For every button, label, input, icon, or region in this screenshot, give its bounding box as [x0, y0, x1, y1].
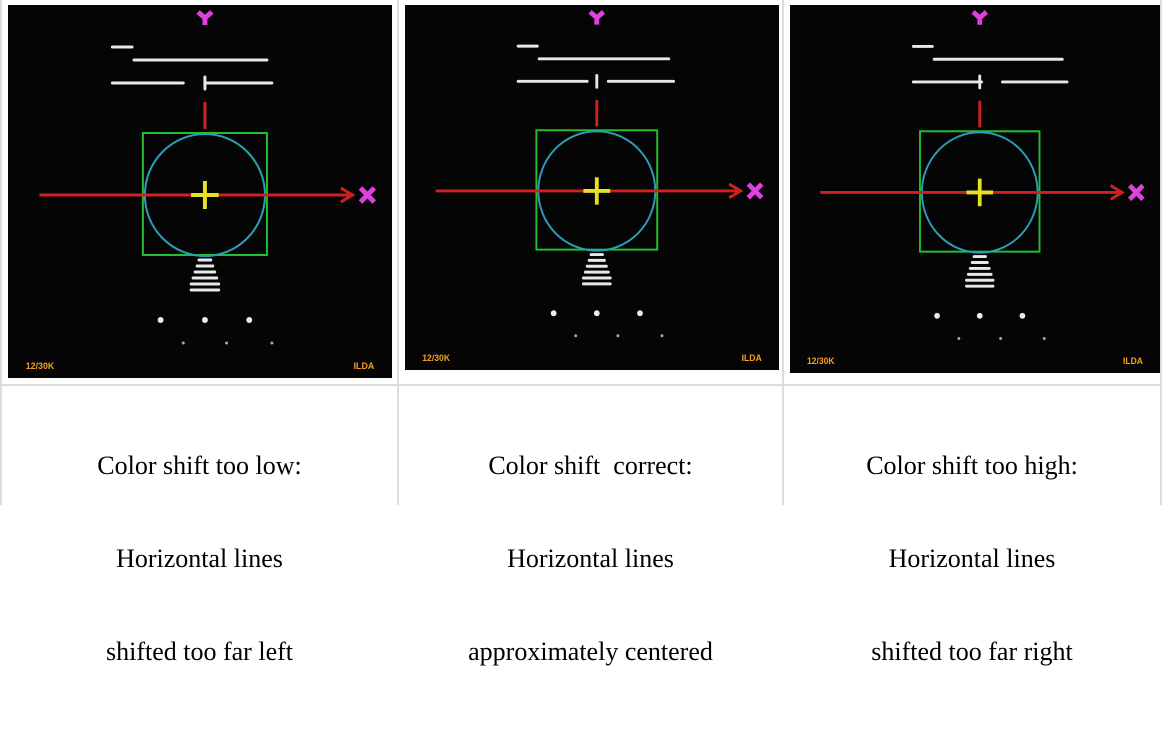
table-cell: 12/30K ILDA Color shift too low: Horizon…	[0, 0, 397, 505]
corner-label: ILDA	[1123, 356, 1144, 366]
pattern-shape	[594, 310, 600, 316]
pattern-shape	[934, 313, 940, 319]
pattern-shape	[182, 342, 185, 345]
caption-line: Horizontal lines	[399, 543, 782, 574]
caption-line: Horizontal lines	[2, 543, 397, 574]
caption-line: Color shift too high:	[784, 450, 1160, 481]
laser-image: 12/30K ILDA	[405, 5, 779, 370]
corner-label: ILDA	[354, 361, 375, 371]
pattern-shape	[999, 337, 1002, 340]
pattern-shape	[270, 342, 273, 345]
corner-label: 12/30K	[26, 361, 55, 371]
laser-image: 12/30K ILDA	[790, 5, 1160, 373]
pattern-shape	[574, 334, 577, 337]
caption-line: shifted too far right	[784, 636, 1160, 667]
caption: Color shift too high: Horizontal lines s…	[784, 384, 1160, 729]
caption-line: Color shift correct:	[399, 450, 782, 481]
caption-line: Horizontal lines	[784, 543, 1160, 574]
caption-line: Color shift too low:	[2, 450, 397, 481]
corner-label: 12/30K	[807, 356, 835, 366]
pattern-shape	[1020, 313, 1026, 319]
corner-label: 12/30K	[422, 353, 450, 363]
table-cell: 12/30K ILDA Color shift too high: Horizo…	[782, 0, 1162, 505]
pattern-shape	[661, 334, 664, 337]
pattern-shape	[957, 337, 960, 340]
pattern-shape	[616, 334, 619, 337]
pattern-shape	[158, 317, 164, 323]
pattern-shape	[246, 317, 252, 323]
pattern-shape	[225, 342, 228, 345]
caption: Color shift correct: Horizontal lines ap…	[399, 384, 782, 729]
table-cell: 12/30K ILDA Color shift correct: Horizon…	[397, 0, 782, 505]
caption-line: shifted too far left	[2, 636, 397, 667]
laser-image: 12/30K ILDA	[8, 5, 392, 378]
corner-label: ILDA	[742, 353, 763, 363]
caption: Color shift too low: Horizontal lines sh…	[2, 384, 397, 729]
pattern-shape	[551, 310, 557, 316]
page: 12/30K ILDA Color shift too low: Horizon…	[0, 0, 1162, 505]
caption-line: approximately centered	[399, 636, 782, 667]
pattern-shape	[1043, 337, 1046, 340]
pattern-shape	[637, 310, 643, 316]
pattern-shape	[977, 313, 983, 319]
pattern-shape	[202, 317, 208, 323]
